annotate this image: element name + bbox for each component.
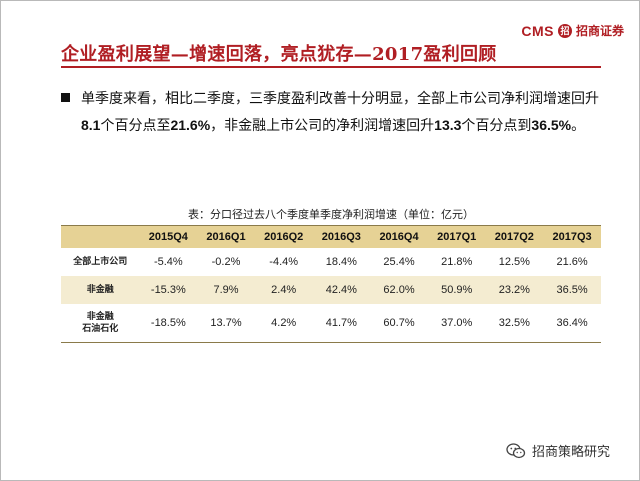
wechat-watermark: 招商策略研究	[506, 441, 610, 460]
column-header: 2017Q2	[485, 225, 544, 248]
bullet-number: 13.3	[434, 117, 462, 133]
table-cell: -18.5%	[139, 304, 198, 343]
bullet-number: 36.5%	[531, 117, 572, 133]
table-cell: -5.4%	[153, 256, 183, 268]
table-cell: 62.0%	[370, 276, 428, 304]
table-cell: 2.4%	[254, 276, 313, 304]
table-header-row: 2015Q4 2016Q1 2016Q2 2016Q3 2016Q4 2017Q…	[61, 225, 601, 248]
table-cell: 32.5%	[485, 304, 544, 343]
column-header: 2016Q1	[197, 225, 255, 248]
title-divider	[61, 66, 601, 68]
row-label: 全部上市公司	[73, 257, 128, 267]
table-row: 全部上市公司 -5.4% -0.2% -4.4% 18.4% 25.4% 21.…	[61, 248, 601, 276]
table-cell: -4.4%	[269, 256, 299, 268]
table-cell: 41.7%	[312, 304, 371, 343]
column-header: 2017Q3	[543, 225, 601, 248]
column-header: 2017Q1	[427, 225, 486, 248]
table-title: 表：分口径过去八个季度单季度净利润增速（单位：亿元）	[188, 208, 474, 221]
bullet-part: 个百分点到	[461, 118, 532, 134]
table-cell: 60.7%	[370, 304, 428, 343]
logo-chinese-text: 招商证券	[575, 24, 624, 38]
bullet-number: 21.6%	[170, 117, 211, 133]
column-header: 2016Q2	[254, 225, 313, 248]
bullet-part: ，非金融上市公司的净利润增速回升	[210, 118, 435, 134]
column-header: 2015Q4	[139, 225, 198, 248]
table-cell: 21.6%	[556, 256, 588, 268]
table-cell: 21.8%	[441, 256, 473, 268]
logo-seal-icon: 招	[557, 23, 572, 38]
company-logo: CMS 招 招商证券	[521, 22, 624, 39]
table-cell: 13.7%	[197, 304, 255, 343]
row-label: 非金融 石油石化	[61, 304, 140, 343]
table-cell: 36.4%	[543, 304, 601, 343]
table-cell: 36.5%	[543, 276, 601, 304]
table-cell: 18.4%	[325, 256, 357, 268]
table-row: 非金融 石油石化 -18.5% 13.7% 4.2% 41.7% 60.7% 37…	[61, 304, 601, 343]
table-cell: 7.9%	[197, 276, 255, 304]
table-cell: 42.4%	[312, 276, 371, 304]
table-cell: 12.5%	[498, 256, 530, 268]
watermark-text: 招商策略研究	[531, 445, 610, 460]
logo-cms-text: CMS	[521, 22, 554, 39]
table-cell: 23.2%	[485, 276, 544, 304]
bullet-square-icon	[61, 93, 70, 102]
bullet-text: 单季度来看，相比二季度，三季度盈利改善十分明显，全部上市公司净利润增速回升 8.1…	[81, 86, 611, 139]
wechat-icon	[506, 442, 526, 458]
table-cell: -0.2%	[211, 256, 241, 268]
table-cell: 25.4%	[383, 256, 415, 268]
column-header: 2016Q4	[370, 225, 428, 248]
table-cell: 50.9%	[427, 276, 486, 304]
table-cell: -15.3%	[139, 276, 198, 304]
bullet-part: 。	[571, 118, 586, 134]
growth-table: 2015Q4 2016Q1 2016Q2 2016Q3 2016Q4 2017Q…	[61, 225, 601, 343]
table-cell: 37.0%	[427, 304, 486, 343]
slide-title: 企业盈利展望—增速回落，亮点犹存—2017盈利回顾	[61, 44, 497, 65]
bullet-number: 8.1	[81, 117, 101, 133]
row-label: 非金融	[61, 276, 140, 304]
table-row: 非金融 -15.3% 7.9% 2.4% 42.4% 62.0% 50.9% 2…	[61, 276, 601, 304]
column-header	[61, 225, 140, 248]
bullet-part: 个百分点至	[100, 118, 171, 134]
bullet-point: 单季度来看，相比二季度，三季度盈利改善十分明显，全部上市公司净利润增速回升 8.1…	[61, 86, 611, 139]
column-header: 2016Q3	[312, 225, 371, 248]
table-cell: 4.2%	[254, 304, 313, 343]
bullet-part: 单季度来看，相比二季度，三季度盈利改善十分明显，全部上市公司净利润增速回升	[81, 91, 599, 107]
